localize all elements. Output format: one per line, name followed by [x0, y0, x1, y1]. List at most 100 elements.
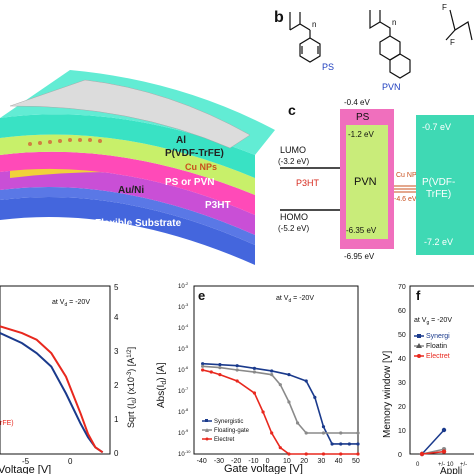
pvn-energy-box [346, 125, 388, 239]
e-data-point [347, 442, 351, 446]
f-legend-floating: Floatin [426, 343, 447, 350]
svg-text:F: F [450, 38, 455, 47]
e-data-point [339, 452, 343, 456]
e-data-point [218, 363, 222, 367]
layer-label-cu: Cu NPs [185, 162, 217, 172]
d-series-line [0, 325, 104, 454]
e-ytick: 10-5 [178, 344, 189, 353]
f-ytick: 20 [398, 404, 406, 411]
cu-label: Cu NPs [396, 172, 421, 179]
layer-label-au-ni: Au/Ni [118, 185, 144, 196]
f-data-point [441, 427, 447, 433]
e-xtick: -40 [197, 458, 207, 465]
pvdf-label-line2: TrFE) [426, 189, 451, 200]
layer-label-pvdf: P(VDF-TrFE) [165, 148, 224, 159]
e-xtick: -30 [214, 458, 224, 465]
pvdf-bottom-value: -7.2 eV [424, 237, 453, 247]
pvdf-label-line1: P(VDF- [422, 177, 455, 188]
homo-label: HOMO [280, 212, 308, 222]
e-data-point [321, 425, 326, 429]
e-data-point [278, 446, 282, 450]
e-data-point [339, 442, 343, 446]
panel-d-chart: at Vd = -20V rFE) 0 1 2 3 4 5 -5 0 Volta… [0, 283, 138, 474]
f-ytick: 0 [398, 452, 402, 459]
e-legend-electret: Electret [214, 437, 235, 443]
f-series-line [421, 429, 445, 455]
e-data-point [252, 391, 257, 395]
d-ytick: 3 [114, 347, 119, 356]
ps-top-value: -0.4 eV [344, 98, 370, 107]
e-data-point [278, 383, 282, 387]
e-data-point [287, 400, 291, 404]
e-data-point [295, 421, 300, 425]
d-xlabel: Voltage [V] [0, 464, 51, 474]
f-legend-synergistic: Synergi [426, 333, 450, 340]
f-ytick: 10 [398, 428, 406, 435]
p3ht-label: P3HT [296, 178, 320, 188]
f-ytick: 50 [398, 332, 406, 339]
ps-box-label: PS [356, 112, 370, 123]
e-data-point [287, 452, 291, 456]
f-series-line [421, 450, 445, 455]
e-data-point [235, 364, 239, 368]
f-ytick: 30 [398, 380, 406, 387]
d-xtick: -5 [22, 457, 30, 466]
pvn-structure-label: PVN [382, 82, 401, 92]
f-ytick: 40 [398, 356, 406, 363]
e-data-point [270, 373, 274, 377]
pvn-box-label: PVN [354, 176, 377, 188]
ps-bottom-value: -6.95 eV [344, 252, 375, 261]
e-data-point [201, 362, 205, 366]
d-legend-fragment: rFE) [0, 420, 14, 427]
d-note: at Vd = -20V [52, 299, 90, 308]
e-note: at Vd = -20V [276, 295, 314, 304]
f-xlabel: Appli [440, 466, 462, 474]
e-xtick: 40 [335, 458, 343, 465]
f-data-point [441, 449, 447, 454]
e-legend-synergistic: Synergistic [214, 419, 243, 425]
pvn-lumo-value: -1.2 eV [348, 130, 374, 139]
panel-f-letter: f [416, 288, 421, 303]
panel-c-energy-diagram: c -0.4 eV PS -1.2 eV PVN -6.35 eV -6.95 … [278, 98, 474, 261]
d-ytick: 4 [114, 313, 119, 322]
ps-structure-label: PS [322, 62, 334, 72]
e-data-point [321, 431, 326, 435]
e-ytick: 10-10 [178, 449, 191, 458]
e-ytick: 10-6 [178, 365, 189, 374]
layer-label-ps-pvn: PS or PVN [165, 177, 214, 188]
f-ylabel: Memory window [V] [382, 351, 393, 438]
e-ytick: 10-4 [178, 323, 189, 332]
panel-c-letter: c [288, 102, 296, 118]
e-data-point [235, 368, 239, 372]
e-xtick: -20 [231, 458, 241, 465]
e-data-point [356, 442, 360, 446]
d-ytick: 5 [114, 283, 119, 292]
f-legend-electret: Electret [426, 353, 450, 360]
e-xtick: -10 [248, 458, 258, 465]
e-data-point [209, 370, 213, 374]
svg-text:F: F [442, 3, 447, 12]
e-ytick: 10-9 [178, 428, 189, 437]
panel-b-structures: b n n F F PS PVN [274, 3, 473, 92]
lumo-label: LUMO [280, 145, 306, 155]
e-data-point [218, 366, 222, 370]
e-ytick: 10-7 [178, 386, 189, 395]
f-xtick: +/- [460, 462, 467, 468]
e-xtick: 10 [283, 458, 291, 465]
cu-value: -4.6 eV [394, 196, 417, 203]
e-data-point [201, 368, 205, 372]
e-xtick: 0 [266, 458, 270, 465]
f-data-point [419, 451, 425, 457]
e-xlabel: Gate voltage [V] [224, 463, 303, 474]
e-xtick: 30 [317, 458, 325, 465]
pvn-homo-value: -6.35 eV [346, 226, 377, 235]
e-data-point [330, 442, 334, 446]
pvn-subscript: n [392, 18, 396, 27]
d-ytick: 0 [114, 449, 119, 458]
e-data-point [201, 364, 205, 368]
panel-b-letter: b [274, 9, 284, 26]
e-data-point [270, 369, 274, 373]
e-data-point [287, 373, 291, 377]
e-data-point [356, 431, 360, 435]
e-data-point [235, 379, 239, 383]
